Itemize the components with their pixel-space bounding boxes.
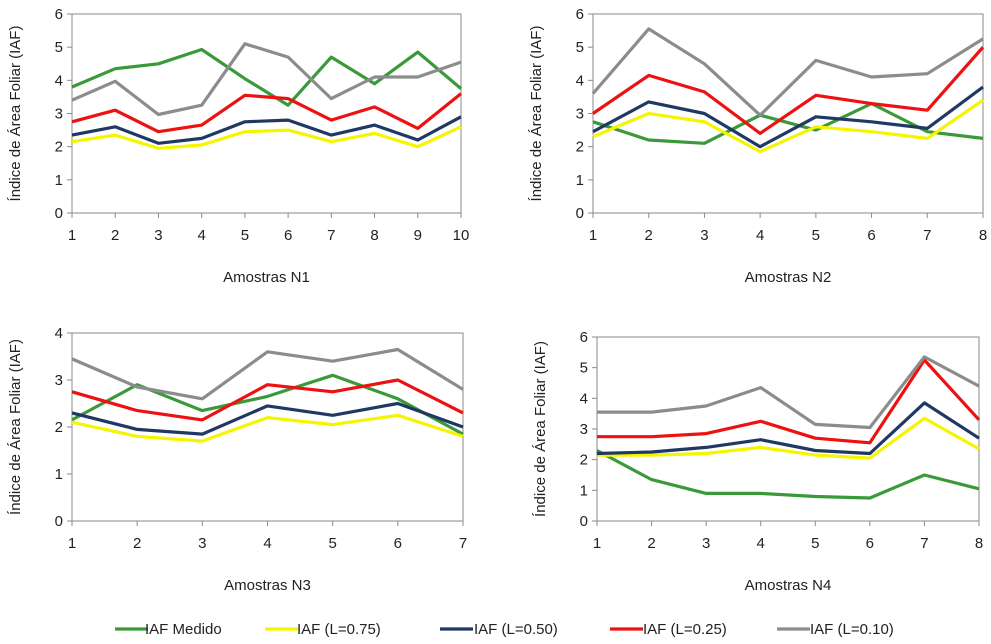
y-tick-label: 5 xyxy=(580,360,588,377)
x-tick-label: 9 xyxy=(414,227,422,244)
y-tick-label: 3 xyxy=(55,106,63,123)
legend-label-l025: IAF (L=0.25) xyxy=(643,621,727,638)
x-tick-label: 6 xyxy=(867,227,875,244)
x-tick-label: 7 xyxy=(923,227,931,244)
plot-area xyxy=(71,13,462,214)
y-tick-label: 3 xyxy=(55,372,63,389)
y-tick-label: 2 xyxy=(580,452,588,469)
series-line-l010 xyxy=(591,27,984,117)
y-tick-label: 1 xyxy=(580,482,588,499)
series-line-medido xyxy=(71,373,464,436)
x-tick-label: 5 xyxy=(241,227,249,244)
x-tick-label: 2 xyxy=(645,227,653,244)
y-tick-label: 5 xyxy=(576,39,584,56)
y-tick-label: 1 xyxy=(576,172,584,189)
legend-label-l050: IAF (L=0.50) xyxy=(474,621,558,638)
y-tick-label: 0 xyxy=(55,513,63,530)
x-tick-label: 1 xyxy=(68,535,76,552)
y-tick-label: 4 xyxy=(580,390,588,407)
x-axis-title: Amostras N4 xyxy=(745,577,832,594)
x-tick-label: 2 xyxy=(133,535,141,552)
series-line-l025 xyxy=(597,358,981,445)
x-tick-label: 4 xyxy=(197,227,205,244)
series-line-medido xyxy=(71,47,463,107)
x-tick-label: 1 xyxy=(68,227,76,244)
series-line-l050 xyxy=(596,401,980,456)
x-tick-label: 7 xyxy=(327,227,335,244)
y-tick-label: 2 xyxy=(55,419,63,436)
series-line-l050 xyxy=(592,85,984,149)
x-tick-label: 5 xyxy=(328,535,336,552)
series-line-medido xyxy=(596,449,980,500)
x-tick-label: 3 xyxy=(700,227,708,244)
series-line-l050 xyxy=(71,115,462,145)
y-tick-label: 5 xyxy=(55,39,63,56)
y-axis-title: Índice de Área Foliar (IAF) xyxy=(532,341,549,517)
x-tick-label: 5 xyxy=(812,227,820,244)
x-tick-label: 5 xyxy=(811,535,819,552)
series-line-l010 xyxy=(71,347,464,401)
y-tick-label: 6 xyxy=(55,6,63,23)
series-line-l010 xyxy=(71,42,462,117)
x-axis-title: Amostras N3 xyxy=(224,577,311,594)
x-tick-label: 6 xyxy=(866,535,874,552)
y-tick-label: 6 xyxy=(580,329,588,346)
series-line-l025 xyxy=(71,92,463,134)
series-line-l025 xyxy=(71,378,464,422)
y-tick-label: 0 xyxy=(55,205,63,222)
x-tick-label: 3 xyxy=(198,535,206,552)
legend-label-medido: IAF Medido xyxy=(145,621,222,638)
series-line-l050 xyxy=(71,401,464,436)
x-tick-label: 8 xyxy=(979,227,987,244)
series-line-l075 xyxy=(71,125,462,150)
legend-label-l010: IAF (L=0.10) xyxy=(810,621,894,638)
y-tick-label: 1 xyxy=(55,172,63,189)
y-tick-label: 0 xyxy=(580,513,588,530)
x-tick-label: 2 xyxy=(111,227,119,244)
series-line-l075 xyxy=(592,98,984,154)
y-axis-title: Índice de Área Foliar (IAF) xyxy=(528,26,545,202)
y-tick-label: 4 xyxy=(55,72,63,89)
y-tick-label: 0 xyxy=(576,205,584,222)
x-tick-label: 2 xyxy=(647,535,655,552)
y-tick-label: 3 xyxy=(576,106,584,123)
y-tick-label: 2 xyxy=(55,139,63,156)
y-tick-label: 3 xyxy=(580,421,588,438)
series-line-l010 xyxy=(597,355,980,430)
series-line-l075 xyxy=(597,416,980,460)
legend: IAF Medido IAF (L=0.75) IAF (L=0.50) IAF (L… xyxy=(115,621,894,638)
x-tick-label: 1 xyxy=(589,227,597,244)
x-axis-title: Amostras N2 xyxy=(745,269,832,286)
x-tick-label: 6 xyxy=(394,535,402,552)
x-tick-label: 3 xyxy=(154,227,162,244)
x-tick-label: 8 xyxy=(370,227,378,244)
legend-label-l075: IAF (L=0.75) xyxy=(297,621,381,638)
x-tick-label: 7 xyxy=(920,535,928,552)
y-tick-label: 6 xyxy=(576,6,584,23)
series-line-l075 xyxy=(71,413,464,443)
x-tick-label: 6 xyxy=(284,227,292,244)
series-line-l025 xyxy=(592,46,985,135)
x-tick-label: 4 xyxy=(757,535,765,552)
x-tick-label: 8 xyxy=(975,535,983,552)
y-tick-label: 2 xyxy=(576,139,584,156)
x-tick-label: 4 xyxy=(263,535,271,552)
x-tick-label: 3 xyxy=(702,535,710,552)
x-tick-label: 10 xyxy=(453,227,470,244)
y-axis-title: Índice de Área Foliar (IAF) xyxy=(7,26,24,202)
x-tick-label: 1 xyxy=(593,535,601,552)
x-tick-label: 4 xyxy=(756,227,764,244)
y-tick-label: 1 xyxy=(55,466,63,483)
y-tick-label: 4 xyxy=(55,325,63,342)
y-tick-label: 4 xyxy=(576,72,584,89)
x-axis-title: Amostras N1 xyxy=(223,269,310,286)
y-axis-title: Índice de Área Foliar (IAF) xyxy=(7,339,24,515)
x-tick-label: 7 xyxy=(459,535,467,552)
